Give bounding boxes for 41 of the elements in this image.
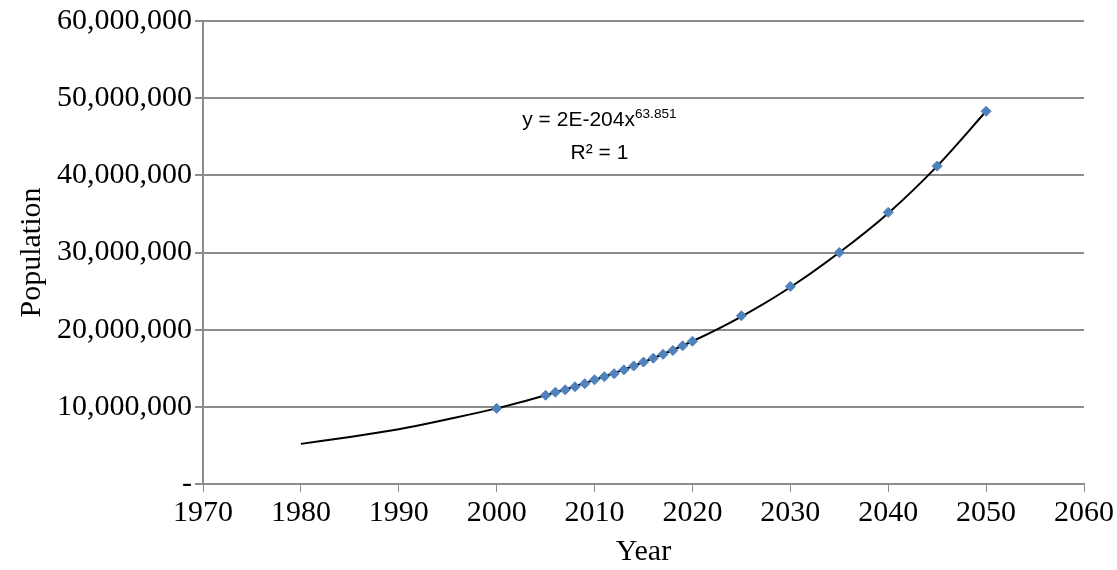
point xyxy=(735,310,747,322)
point xyxy=(931,160,943,172)
x-tick-label: 2060 xyxy=(1054,493,1114,527)
point xyxy=(579,378,591,390)
x-axis-title: Year xyxy=(615,532,672,566)
y-axis-title: Population xyxy=(12,187,46,318)
x-tick-label: 1990 xyxy=(368,493,429,527)
point xyxy=(569,381,581,393)
annotation: R² = 1 xyxy=(570,140,629,163)
point xyxy=(980,105,992,117)
point xyxy=(618,364,630,376)
x-tick-label: 2050 xyxy=(956,493,1017,527)
y-tick-label: 40,000,000 xyxy=(57,156,192,190)
x-tick-label: 2030 xyxy=(760,493,821,527)
point xyxy=(833,247,845,258)
point xyxy=(657,348,669,360)
y-tick-label: 10,000,000 xyxy=(57,387,192,421)
x-tick-label: 2020 xyxy=(662,493,723,527)
point xyxy=(598,371,610,383)
point xyxy=(784,280,796,292)
y-tick-label: 60,000,000 xyxy=(57,1,192,35)
x-tick-label: 1980 xyxy=(270,493,331,527)
point xyxy=(549,386,561,398)
point xyxy=(882,206,894,218)
point xyxy=(589,374,601,386)
point xyxy=(677,340,689,352)
y-tick-label: 20,000,000 xyxy=(57,310,192,344)
y-tick-label: 30,000,000 xyxy=(57,233,192,267)
point xyxy=(491,402,503,414)
point xyxy=(647,352,659,364)
x-tick-label: 2000 xyxy=(466,493,527,527)
y-tick-label: 50,000,000 xyxy=(57,79,192,113)
point xyxy=(608,368,620,380)
point xyxy=(667,345,679,356)
point xyxy=(628,360,640,372)
x-tick-label: 2040 xyxy=(858,493,919,527)
x-tick-label: 2010 xyxy=(564,493,625,527)
point xyxy=(540,389,552,401)
point xyxy=(638,356,649,368)
point xyxy=(686,335,698,347)
point xyxy=(559,384,571,396)
